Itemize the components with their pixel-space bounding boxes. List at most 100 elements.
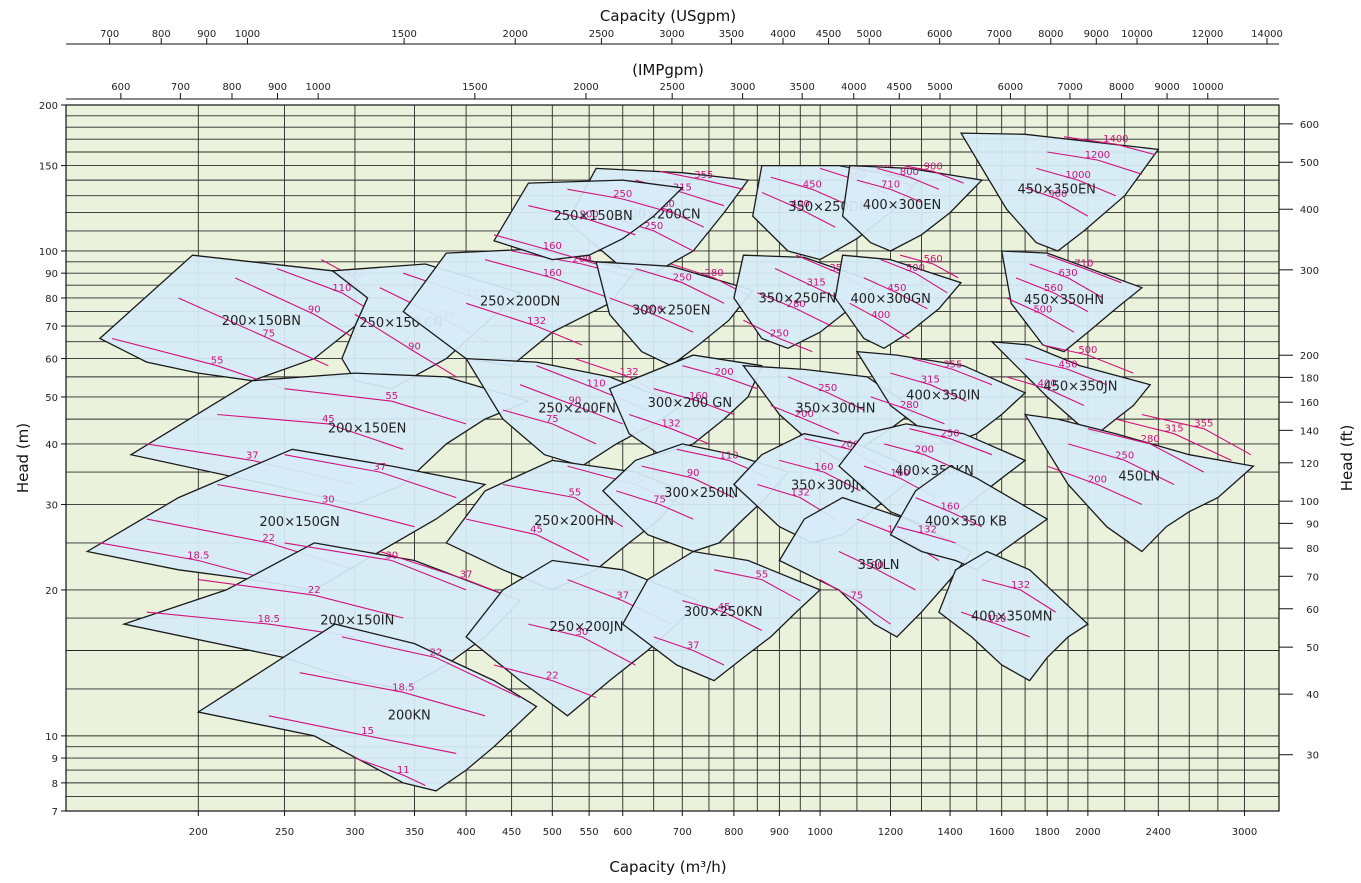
- y-tick-label: 80: [45, 294, 58, 305]
- x-tick-label: 3000: [1232, 827, 1257, 838]
- region-label: 400×350 KB: [925, 515, 1007, 530]
- impeller-curve: [903, 165, 964, 184]
- x-tick-label: 700: [673, 827, 692, 838]
- curve-label: 18.5: [187, 550, 209, 561]
- ft-tick-label: 160: [1300, 398, 1319, 409]
- region-label: 250×200DN: [480, 295, 560, 310]
- y-tick-label: 9: [52, 754, 58, 765]
- region-label: 400×300EN: [863, 198, 941, 213]
- curve-label: 22: [308, 585, 321, 596]
- x-tick-label: 2400: [1146, 827, 1171, 838]
- impeller-curve: [1036, 167, 1117, 197]
- impeller-curve: [770, 404, 840, 435]
- impeller-curve: [484, 259, 610, 299]
- impgpm-tick-label: 6000: [998, 82, 1023, 93]
- impeller-curve: [981, 579, 1056, 613]
- ft-tick-label: 80: [1306, 544, 1319, 555]
- curve-label: 160: [689, 391, 708, 402]
- curve-label: 15: [361, 726, 374, 737]
- curve-label: 900: [1048, 189, 1067, 200]
- ft-tick-label: 60: [1306, 605, 1319, 616]
- curve-label: 30: [576, 627, 589, 638]
- usgpm-tick-label: 7000: [986, 29, 1011, 40]
- x-tick-label: 500: [543, 827, 562, 838]
- curve-label: 132: [1011, 580, 1030, 591]
- usgpm-tick-label: 4500: [816, 29, 841, 40]
- pump-region: 75 90 110 300×250IN: [601, 443, 790, 553]
- curve-label: 1400: [1103, 134, 1128, 145]
- x-tick-label: 550: [580, 827, 599, 838]
- impeller-curve: [849, 302, 910, 339]
- usgpm-tick-label: 14000: [1251, 29, 1283, 40]
- plot-frame: [65, 104, 1280, 812]
- impeller-curve: [870, 396, 945, 425]
- impgpm-tick-label: 7000: [1057, 82, 1082, 93]
- impgpm-tick-label: 1000: [305, 82, 330, 93]
- pump-region: 132 160 400×350 KB: [889, 465, 1049, 571]
- y-tick-label: 20: [45, 586, 58, 597]
- usgpm-tick-label: 1500: [391, 29, 416, 40]
- curve-label: 37: [687, 640, 700, 651]
- region-label: 350×300HN: [795, 402, 875, 417]
- curve-label: 250: [770, 328, 789, 339]
- curve-label: 200: [840, 439, 859, 450]
- region-outline: [855, 350, 1027, 445]
- impeller-curve: [1047, 254, 1122, 284]
- pump-region: 75 90 110 132 250×200FN: [464, 357, 684, 467]
- pump-region: 900 1000 1200 1400 450×350EN: [959, 132, 1160, 252]
- impgpm-tick-label: 900: [268, 82, 287, 93]
- y-tick-label: 90: [45, 269, 58, 280]
- y-tick-label: 10: [45, 732, 58, 743]
- x-tick-label: 1800: [1034, 827, 1059, 838]
- region-outline: [1000, 250, 1144, 353]
- impeller-curve: [653, 636, 725, 666]
- region-outline: [990, 340, 1152, 435]
- impeller-curve: [1141, 413, 1252, 456]
- impeller-curve: [757, 292, 832, 327]
- region-label: 400×350IN: [906, 389, 980, 404]
- curve-label: 400: [871, 310, 890, 321]
- region-label: 450×350EN: [1017, 182, 1095, 197]
- usgpm-tick-label: 5000: [857, 29, 882, 40]
- curve-label: 55: [568, 488, 581, 499]
- pump-region: 160 200 250 250×150BN: [493, 179, 684, 265]
- region-label: 300×250EN: [632, 303, 710, 318]
- curve-label: 75: [262, 328, 275, 339]
- region-label: 250×200FN: [538, 401, 616, 416]
- region-outline: [196, 623, 538, 792]
- curve-label: 200: [1088, 474, 1107, 485]
- y-tick-label: 50: [45, 393, 58, 404]
- impeller-curve: [1063, 136, 1156, 156]
- ft-tick-label: 400: [1300, 205, 1319, 216]
- curve-label: 560: [924, 254, 943, 265]
- region-label: 400×350MN: [971, 609, 1052, 624]
- impeller-curve: [616, 490, 694, 520]
- ft-tick-label: 120: [1300, 459, 1319, 470]
- region-outline: [595, 261, 754, 367]
- impeller-curve: [1087, 428, 1205, 473]
- curve-label: 30: [322, 495, 335, 506]
- region-label: 450×350JN: [1043, 380, 1117, 395]
- impgpm-tick-label: 9000: [1154, 82, 1179, 93]
- curve-label: 132: [662, 419, 681, 430]
- curve-label: 45: [530, 525, 543, 536]
- curve-label: 37: [616, 591, 629, 602]
- impgpm-tick-label: 3000: [730, 82, 755, 93]
- region-label: 200×150BN: [222, 314, 301, 329]
- curve-label: 250: [673, 273, 692, 284]
- curve-label: 90: [308, 304, 321, 315]
- impeller-curve: [761, 191, 836, 228]
- curve-label: 710: [1074, 259, 1093, 270]
- ft-tick-label: 500: [1300, 158, 1319, 169]
- impgpm-tick-label: 10000: [1192, 82, 1224, 93]
- imp-axis-title: (IMPgpm): [632, 61, 704, 79]
- impeller-curve: [528, 205, 636, 236]
- curve-label: 315: [921, 375, 940, 386]
- usgpm-tick-label: 900: [197, 29, 216, 40]
- pump-region: 11 15 18.5 22 200KN: [196, 623, 538, 792]
- curve-label: 400: [1038, 379, 1057, 390]
- impeller-curve: [502, 483, 623, 528]
